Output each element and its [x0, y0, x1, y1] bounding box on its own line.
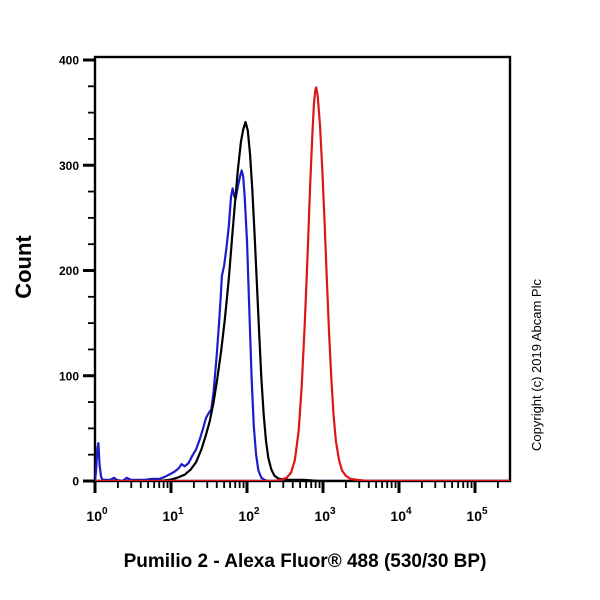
y-tick-label: 400: [59, 54, 79, 68]
y-axis-ticks: 0 100 200 300 400: [59, 54, 95, 489]
chart-title: Pumilio 2 - Alexa Fluor® 488 (530/30 BP): [123, 551, 487, 572]
y-tick-label: 0: [72, 475, 79, 489]
curve-negative-control-blue: [95, 169, 510, 481]
histogram-curves: [95, 86, 510, 481]
x-tick-label: 101: [162, 506, 184, 524]
x-tick-label: 102: [238, 506, 260, 524]
y-tick-label: 300: [59, 159, 79, 173]
x-tick-label: 103: [314, 506, 336, 524]
y-axis-title: Count: [11, 235, 36, 299]
x-tick-label: 100: [86, 506, 108, 524]
plot-frame: [93, 55, 512, 483]
x-tick-label: 105: [466, 506, 488, 524]
y-tick-label: 200: [59, 264, 79, 278]
x-axis-ticks: 100 101 102 103 104 105: [86, 481, 499, 524]
curve-pumilio2-stained-red: [95, 86, 510, 481]
curve-secondary-only-black: [95, 120, 510, 481]
copyright-text: Copyright (c) 2019 Abcam Plc: [529, 279, 544, 451]
y-tick-label: 100: [59, 369, 79, 383]
x-tick-label: 104: [390, 506, 412, 524]
